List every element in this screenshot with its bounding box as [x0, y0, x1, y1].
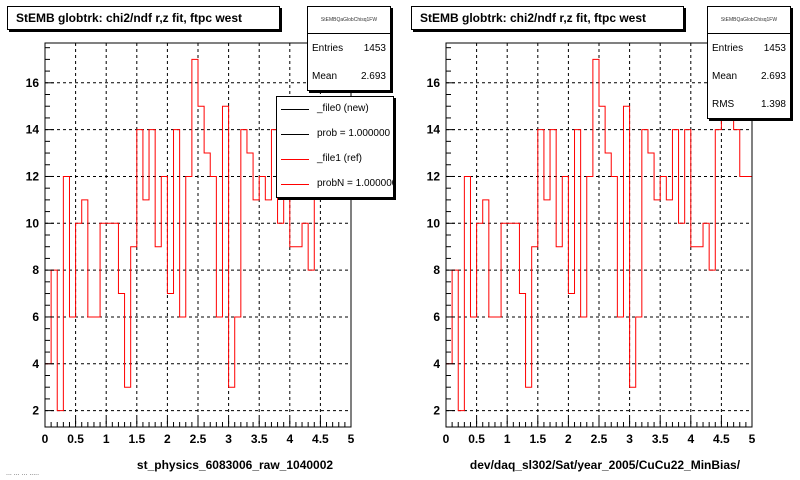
x-tick-label: 4	[687, 432, 694, 446]
y-tick-label: 4	[32, 357, 39, 371]
y-tick-label: 6	[433, 310, 440, 324]
x-tick-label: 4	[286, 432, 293, 446]
x-tick-label: 1	[103, 432, 110, 446]
legend-line-swatch	[281, 134, 309, 135]
x-tick-label: 2	[164, 432, 171, 446]
histogram-series-line	[45, 58, 351, 412]
right-stats-mean-value: 2.693	[760, 71, 786, 82]
x-axis: 0 0.5 1 1.5 2 2.5 3 3.5 4 4.5 5	[443, 418, 756, 446]
x-tick-label: 1	[504, 432, 511, 446]
legend-line-swatch	[281, 109, 309, 110]
right-stats-mean-label: Mean	[712, 71, 738, 82]
x-tick-label: 2.5	[190, 432, 207, 446]
legend-line-swatch	[281, 184, 309, 185]
right-histogram-plot: 0 0.5 1 1.5 2 2.5 3 3.5 4 4.5 5 2 4 6 8 10 12 14 16	[427, 42, 756, 446]
right-stats-rms-value: 1.398	[760, 99, 786, 110]
legend-label: _file1 (ref)	[317, 153, 363, 164]
y-tick-label: 2	[433, 404, 440, 418]
right-stats-rms-label: RMS	[712, 99, 735, 110]
legend-line-swatch	[281, 159, 309, 160]
right-plot-title: StEMB globtrk: chi2/ndf r,z fit, ftpc we…	[411, 6, 684, 30]
x-axis: 0 0.5 1 1.5 2 2.5 3 3.5 4 4.5 5	[42, 418, 355, 446]
y-tick-label: 10	[427, 216, 441, 230]
legend-item: _file1 (ref)	[277, 147, 393, 172]
legend-item: probN = 1.000000	[277, 172, 393, 197]
left-stats-entries-label: Entries	[312, 43, 344, 54]
left-stats-mean-value: 2.693	[360, 71, 386, 82]
right-x-axis-label: dev/daq_sl302/Sat/year_2005/CuCu22_MinBi…	[469, 458, 741, 472]
x-tick-label: 3	[225, 432, 232, 446]
legend-item: prob = 1.000000	[277, 122, 393, 147]
y-tick-label: 16	[26, 76, 40, 90]
left-x-axis-label: st_physics_6083006_raw_1040002	[136, 458, 334, 472]
legend-label: probN = 1.000000	[317, 178, 394, 189]
y-tick-label: 8	[433, 263, 440, 277]
y-tick-label: 14	[26, 123, 40, 137]
y-tick-label: 16	[427, 76, 441, 90]
x-tick-label: 5	[749, 432, 756, 446]
x-tick-label: 4.5	[312, 432, 329, 446]
x-tick-label: 0	[443, 432, 450, 446]
right-stats-entries-value: 1453	[763, 43, 786, 54]
left-histogram-plot: 0 0.5 1 1.5 2 2.5 3 3.5 4 4.5 5 2 4 6 8 10 12 14 16	[26, 42, 355, 446]
x-tick-label: 3.5	[652, 432, 669, 446]
right-stats-entries-label: Entries	[712, 43, 744, 54]
left-plot-title: StEMB globtrk: chi2/ndf r,z fit, ftpc we…	[7, 6, 280, 30]
timestamp-footer: ... ... ... .....	[6, 470, 40, 477]
y-tick-label: 4	[433, 357, 440, 371]
y-tick-label: 8	[32, 263, 39, 277]
y-tick-label: 2	[32, 404, 39, 418]
left-plot-pad: 0 0.5 1 1.5 2 2.5 3 3.5 4 4.5 5 2 4 6 8 10 12 14 16 StEMB …	[7, 6, 394, 472]
histogram-series-line	[446, 58, 752, 412]
x-tick-label: 2.5	[591, 432, 608, 446]
left-stats-mean-label: Mean	[312, 71, 338, 82]
x-tick-label: 5	[348, 432, 355, 446]
x-tick-label: 0.5	[468, 432, 485, 446]
y-tick-label: 6	[32, 310, 39, 324]
right-plot-pad: 0 0.5 1 1.5 2 2.5 3 3.5 4 4.5 5 2 4 6 8 10 12 14 16 StEMB …	[400, 0, 800, 480]
left-legend: _file0 (new) prob = 1.000000 _file1 (ref…	[276, 96, 394, 198]
y-tick-label: 12	[26, 169, 40, 183]
x-tick-label: 0	[42, 432, 49, 446]
y-tick-label: 10	[26, 216, 40, 230]
x-tick-label: 3	[626, 432, 633, 446]
y-tick-label: 12	[427, 169, 441, 183]
y-axis: 2 4 6 8 10 12 14 16	[26, 47, 54, 418]
left-stats-header: StEMBQaGlobChisq1FW	[308, 7, 390, 34]
x-tick-label: 2	[565, 432, 572, 446]
right-stats-header: StEMBQaGlobChisq1FW	[708, 7, 790, 34]
x-tick-label: 1.5	[128, 432, 145, 446]
y-tick-label: 14	[427, 123, 441, 137]
x-tick-label: 4.5	[713, 432, 730, 446]
left-stats-box: StEMBQaGlobChisq1FW Entries 1453 Mean 2.69…	[307, 6, 391, 91]
legend-label: _file0 (new)	[317, 103, 369, 114]
left-stats-entries-value: 1453	[363, 43, 386, 54]
legend-label: prob = 1.000000	[317, 128, 391, 139]
right-stats-box: StEMBQaGlobChisq1FW Entries 1453 Mean 2.69…	[707, 6, 791, 119]
legend-item: _file0 (new)	[277, 97, 393, 122]
x-tick-label: 0.5	[67, 432, 84, 446]
y-axis: 2 4 6 8 10 12 14 16	[427, 47, 455, 418]
x-tick-label: 3.5	[251, 432, 268, 446]
x-tick-label: 1.5	[529, 432, 546, 446]
